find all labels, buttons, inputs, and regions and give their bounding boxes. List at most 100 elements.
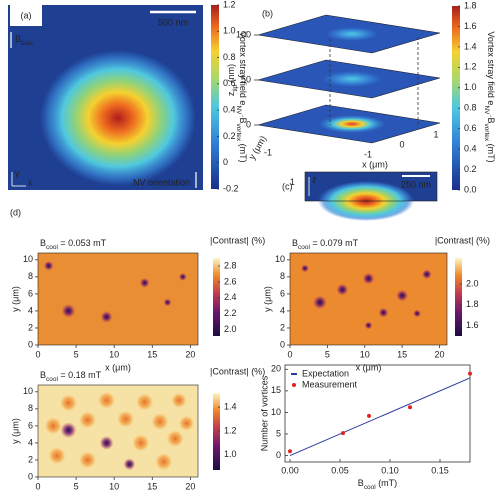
colorbar-tick-label: 1.0 (464, 82, 477, 92)
measurement-point (288, 449, 292, 454)
map-title-part: B (40, 370, 46, 380)
colorbar-label: Vortex stray field eNV·Bvortex (mT) (483, 31, 496, 162)
y-tick-label: -1 (264, 147, 272, 157)
colorbar-tick-label: 2.6 (224, 276, 237, 286)
vortex-spot (78, 410, 97, 429)
x-tick-label: 20 (185, 481, 195, 491)
y-tick-label: 4 (28, 437, 33, 447)
x-axis-label-part: cool (364, 484, 376, 491)
x-tick-label: 0.00 (281, 465, 299, 475)
map-title-part: = 0.053 mT (58, 238, 107, 248)
colorbar-label-part: Vortex stray field e (238, 31, 248, 105)
measurement-point (468, 371, 472, 376)
colorbar-tick-label: 0.8 (464, 103, 477, 113)
x-tick-label: 0.15 (431, 465, 449, 475)
x-tick-label: 0 (399, 139, 404, 149)
vortex-spot (166, 429, 185, 448)
vortex-spot (135, 393, 154, 412)
axis-x-name: x (28, 177, 33, 187)
vortex-spot (312, 295, 327, 310)
panel-label: (a) (21, 10, 32, 20)
vortex-spot (170, 392, 187, 409)
frame (37, 384, 199, 478)
axis-z-name: z (312, 174, 317, 184)
colorbar-tick-label: 2.0 (224, 324, 237, 334)
y-tick-label: 4 (280, 305, 285, 315)
vortex-spot (44, 416, 63, 435)
vortex-spot (364, 321, 373, 330)
colorbar-tick-label: -0.2 (223, 183, 239, 193)
y-tick-label: 2 (28, 454, 33, 464)
y-tick-label: 15 (271, 385, 281, 395)
colorbar (213, 258, 220, 336)
vortex-spot (163, 298, 172, 307)
y-axis-label: y (μm) (262, 286, 272, 312)
colorbar-label-part: vortex (483, 123, 490, 141)
z-axis-label-part: (nm) (226, 64, 236, 85)
plane-spot (322, 71, 382, 87)
colorbar-tick-label: 0.0 (464, 184, 477, 194)
colorbar-tick-label: 1.4 (224, 402, 237, 412)
vortex-spot (413, 309, 422, 318)
x-axis-label: Bcool (mT) (358, 478, 397, 491)
colorbar-tick-label: 1.4 (464, 41, 477, 51)
z-tick-label: 100 (236, 29, 251, 39)
measurement-point (341, 431, 345, 436)
vortex-spot (99, 435, 114, 450)
x-tick-label: 0.05 (331, 465, 349, 475)
x-axis-label: x (μm) (356, 362, 382, 372)
y-tick-label: 2 (28, 322, 33, 332)
x-axis-label: x (μm) (105, 362, 131, 372)
vortex-spot (378, 307, 389, 318)
frame (289, 252, 448, 346)
y-tick-label: 8 (280, 271, 285, 281)
y-tick-label: 6 (28, 288, 33, 298)
x-tick-label: 5 (74, 481, 79, 491)
frame (37, 252, 199, 346)
map-title-part: = 0.18 mT (58, 370, 102, 380)
colorbar (213, 393, 220, 470)
y-tick-label: 6 (28, 420, 33, 430)
map-title-part: cool (46, 244, 58, 251)
colorbar-tick-label: 1.2 (223, 0, 236, 9)
x-tick-label: 0 (35, 481, 40, 491)
colorbar-tick-label: 0.6 (223, 78, 236, 88)
x-tick-label: 10 (109, 481, 119, 491)
vortex-spot (362, 272, 375, 285)
colorbar-tick-label: 0.2 (464, 164, 477, 174)
y-tick-label: 0 (28, 339, 33, 349)
y-tick-label: 20 (271, 364, 281, 374)
x-tick-label: 10 (109, 349, 119, 359)
y-tick-label: 2 (280, 322, 285, 332)
map-title: Bcool = 0.053 mT (40, 238, 107, 251)
colorbar-label-part: NV (483, 105, 490, 115)
plane-spot (326, 27, 378, 41)
x-axis-label-part: B (358, 478, 364, 488)
vortex-spot (154, 452, 173, 471)
vortex-spot (131, 433, 150, 452)
colorbar-label-part: ·B (486, 114, 496, 123)
y-tick-label: 8 (28, 271, 33, 281)
map-title: Bcool = 0.079 mT (292, 238, 359, 251)
field-halo (40, 50, 196, 186)
y-tick-label: 0 (28, 471, 33, 481)
colorbar (455, 258, 462, 336)
measurement-point (408, 405, 412, 410)
bias-label-part: B (15, 34, 21, 44)
colorbar-tick-label: 2.4 (224, 292, 237, 302)
colorbar-tick-label: 2.0 (466, 278, 479, 288)
vortex-spot (78, 450, 97, 469)
z-axis-label-part: z (226, 91, 236, 96)
contrast-map (38, 253, 198, 345)
colorbar-tick-label: 0.6 (464, 123, 477, 133)
panel-label: (d) (10, 207, 21, 217)
colorbar-tick-label: 1.2 (464, 62, 477, 72)
map-title-part: cool (46, 376, 58, 383)
z-tick-label: 0 (246, 119, 251, 129)
z-axis-label: ztip (nm) (226, 64, 239, 96)
colorbar-label: Vortex stray field eNV·Bvortex (mT) (235, 31, 248, 162)
x-tick-label: -1 (364, 149, 372, 159)
colorbar-tick-label: 0.4 (464, 143, 477, 153)
colorbar (211, 5, 219, 189)
